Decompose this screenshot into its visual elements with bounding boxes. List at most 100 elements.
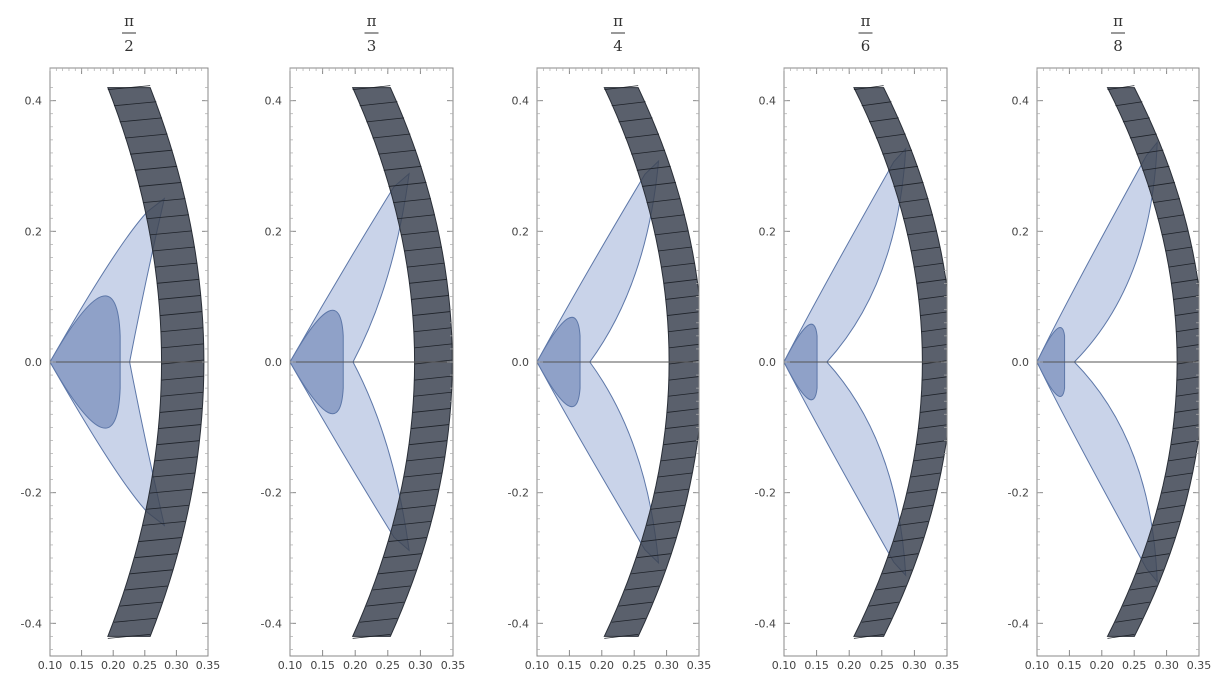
y-tick-label: 0.4: [759, 95, 777, 108]
band-ring: [921, 327, 947, 333]
band-ring: [134, 553, 178, 559]
band-ring: [149, 230, 193, 236]
band-ring: [916, 440, 947, 446]
band-ring: [1107, 634, 1135, 639]
band-ring: [1157, 214, 1185, 220]
band-ring: [668, 343, 699, 349]
x-tick-label: 0.35: [935, 659, 960, 672]
band-ring: [1173, 424, 1199, 429]
y-tick-label: -0.2: [508, 487, 529, 500]
band-ring: [1176, 344, 1199, 349]
x-tick-label: 0.25: [1122, 659, 1147, 672]
band-ring: [646, 521, 681, 526]
band-ring: [918, 295, 947, 300]
band-ring: [1165, 472, 1193, 478]
band-ring: [910, 246, 941, 252]
y-tick-label: 0.0: [759, 356, 777, 369]
band-ring: [668, 392, 699, 397]
x-tick-label: 0.25: [622, 659, 647, 672]
band-ring: [1171, 440, 1199, 446]
y-tick-label: -0.2: [755, 487, 776, 500]
band-ring: [861, 617, 892, 623]
x-tick-label: 0.25: [376, 659, 401, 672]
plot-area: [784, 85, 947, 639]
band-ring: [907, 488, 937, 494]
band-ring: [668, 376, 699, 381]
band-ring: [921, 392, 947, 397]
title-denominator: 6: [861, 37, 871, 55]
x-tick-label: 0.15: [310, 659, 335, 672]
band-ring: [1142, 553, 1170, 559]
band-ring: [918, 424, 947, 429]
x-tick-label: 0.20: [1090, 659, 1115, 672]
band-ring: [1171, 278, 1199, 284]
band-ring: [650, 214, 685, 220]
band-ring: [411, 424, 449, 429]
x-tick-label: 0.30: [164, 659, 189, 672]
band-ring: [352, 634, 391, 639]
band-ring: [869, 117, 899, 123]
band-ring: [397, 214, 435, 220]
band-ring: [372, 133, 411, 139]
band-ring: [1161, 230, 1189, 236]
band-ring: [409, 278, 447, 284]
title-denominator: 8: [1113, 37, 1123, 55]
band-ring: [907, 230, 937, 236]
band-ring: [668, 327, 699, 333]
band-ring: [152, 246, 195, 252]
chart-panel: 0.4 0.2 0.0 -0.2 -0.4 0.10 0.15 0.20 0.25 0.30 0.3…: [755, 12, 960, 672]
band-ring: [663, 278, 698, 284]
band-ring: [413, 327, 452, 333]
y-tick-label: 0.4: [265, 95, 283, 108]
band-ring: [611, 101, 646, 107]
band-ring: [1168, 262, 1196, 268]
band-ring: [1142, 165, 1170, 171]
band-ring: [913, 456, 944, 462]
x-tick-label: 0.10: [525, 659, 550, 672]
band-ring: [654, 230, 689, 236]
y-tick-label: 0.0: [1012, 356, 1030, 369]
band-ring: [636, 165, 671, 171]
band-ring: [604, 634, 639, 639]
band-ring: [660, 262, 695, 268]
band-ring: [130, 569, 173, 575]
band-ring: [1165, 246, 1193, 252]
band-ring: [119, 117, 163, 123]
band-ring: [888, 553, 919, 559]
band-ring: [156, 440, 200, 446]
y-tick-label: -0.4: [1008, 617, 1029, 630]
title-denominator: 2: [124, 37, 134, 55]
x-tick-label: 0.10: [772, 659, 797, 672]
band-ring: [149, 488, 193, 494]
title-numerator: π: [124, 12, 134, 30]
band-ring: [650, 504, 685, 510]
x-tick-label: 0.10: [38, 659, 63, 672]
chart-panel: 0.4 0.2 0.0 -0.2 -0.4 0.10 0.15 0.20 0.25 0.30 0.3…: [508, 12, 712, 672]
x-tick-label: 0.35: [687, 659, 712, 672]
band-ring: [139, 182, 182, 187]
band-ring: [660, 456, 695, 462]
x-tick-label: 0.10: [1025, 659, 1050, 672]
band-ring: [658, 246, 693, 252]
band-ring: [113, 101, 157, 107]
band-ring: [388, 537, 427, 542]
band-ring: [161, 343, 204, 349]
band-ring: [1136, 149, 1164, 155]
band-ring: [359, 617, 398, 623]
band-ring: [366, 117, 405, 123]
band-ring: [414, 375, 453, 381]
chart-panel: 0.4 0.2 0.0 -0.2 -0.4 0.10 0.15 0.20 0.25 0.30 0.3…: [21, 12, 221, 672]
x-tick-label: 0.30: [902, 659, 927, 672]
x-tick-label: 0.20: [837, 659, 862, 672]
band-ring: [631, 569, 666, 575]
title-numerator: π: [1113, 12, 1123, 30]
band-ring: [1129, 133, 1157, 139]
band-ring: [625, 585, 660, 591]
band-ring: [888, 165, 919, 171]
band-ring: [910, 472, 941, 478]
band-ring: [1152, 198, 1180, 203]
y-tick-label: -0.4: [261, 617, 282, 630]
band-ring: [146, 214, 189, 220]
band-ring: [125, 585, 168, 591]
